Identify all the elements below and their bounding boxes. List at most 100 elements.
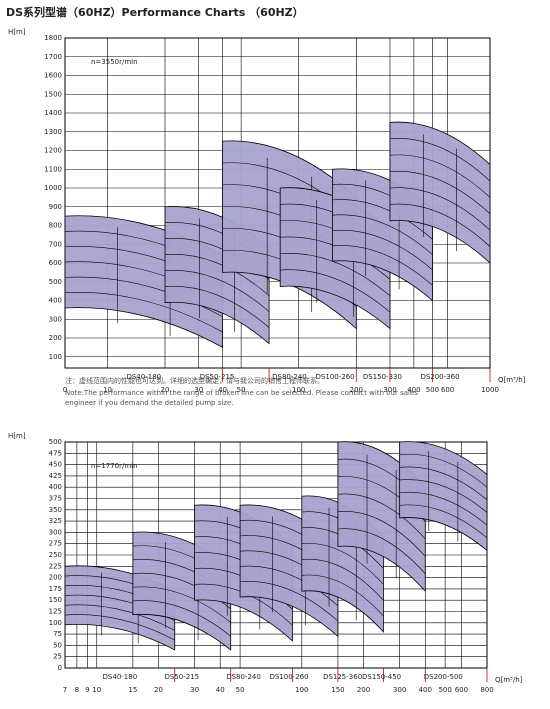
note-en: engineer if you demand the detailed pump… — [65, 399, 234, 407]
stage-curve — [240, 581, 339, 622]
group-label: DS125-360 — [323, 673, 362, 681]
group-label: DS80-240 — [272, 373, 307, 381]
y-tick-label: 350 — [49, 506, 62, 514]
x-tick-label: 500 — [426, 386, 439, 394]
stage-curve — [332, 229, 433, 271]
stage-curve — [164, 270, 270, 312]
y-tick-label: 1500 — [44, 90, 62, 98]
group-label: DS100-260 — [269, 673, 308, 681]
x-axis-label: Q[m³/h] — [495, 676, 523, 684]
stage-curve — [389, 138, 491, 182]
y-tick-label: 300 — [49, 315, 62, 323]
stage-curve — [389, 203, 491, 247]
y-tick-label: 400 — [49, 297, 62, 305]
stage-curve — [64, 614, 175, 641]
y-tick-label: 900 — [49, 203, 62, 211]
stage-curve — [64, 292, 223, 333]
stage-curve — [399, 491, 488, 526]
stage-curve — [64, 276, 223, 318]
performance-range — [389, 121, 491, 264]
performance-range — [399, 441, 488, 552]
x-tick-label: 600 — [441, 386, 454, 394]
page-title: DS系列型谱（60HZ）Performance Charts （60HZ） — [6, 5, 304, 19]
group-label: DS150-450 — [362, 673, 401, 681]
y-tick-label: 100 — [49, 619, 62, 627]
x-tick-label: 9 — [85, 686, 89, 694]
group-label: DS50-215 — [164, 673, 199, 681]
y-axis-label: H[m] — [8, 28, 26, 36]
x-tick-label: 200 — [350, 386, 363, 394]
stage-curve — [132, 600, 231, 637]
y-tick-label: 150 — [49, 596, 62, 604]
group-label: DS40-180 — [103, 673, 138, 681]
y-tick-label: 800 — [49, 222, 62, 230]
stage-curve — [240, 565, 339, 606]
y-tick-label: 1700 — [44, 53, 62, 61]
note-en: Note:The performance within the range of… — [65, 389, 418, 397]
x-tick-label: 8 — [75, 686, 79, 694]
group-label: DS200-500 — [424, 673, 463, 681]
x-tick-label: 600 — [455, 686, 468, 694]
x-tick-label: 150 — [331, 686, 344, 694]
x-tick-label: 50 — [236, 686, 245, 694]
y-tick-label: 0 — [58, 664, 62, 672]
y-tick-label: 75 — [53, 630, 62, 638]
y-tick-label: 250 — [49, 551, 62, 559]
stage-curve — [399, 466, 488, 501]
x-tick-label: 30 — [190, 686, 199, 694]
stage-curve — [389, 154, 491, 198]
x-tick-label: 400 — [407, 386, 420, 394]
y-tick-label: 475 — [49, 449, 62, 457]
stage-curve — [64, 604, 175, 631]
y-tick-label: 500 — [49, 438, 62, 446]
x-tick-label: 1000 — [481, 386, 499, 394]
x-tick-label: 300 — [383, 386, 396, 394]
stage-curve — [337, 528, 426, 574]
x-tick-label: 100 — [292, 386, 305, 394]
note-cn: 注：虚线范围内的性能也可达到。详细的选型确定，请与我公司的销售工程师联系。 — [65, 376, 324, 385]
y-tick-label: 600 — [49, 259, 62, 267]
x-tick-label: 800 — [480, 686, 493, 694]
group-label: DS200-360 — [420, 373, 459, 381]
stage-curve — [337, 493, 426, 540]
stage-curve — [280, 269, 391, 313]
stage-curve — [399, 453, 488, 488]
x-tick-label: 400 — [419, 686, 432, 694]
y-tick-label: 175 — [49, 585, 62, 593]
stage-curve — [337, 511, 426, 557]
x-tick-label: 20 — [154, 686, 163, 694]
group-label: DS80-240 — [226, 673, 261, 681]
stage-curve — [301, 543, 384, 585]
y-tick-label: 450 — [49, 461, 62, 469]
x-tick-label: 300 — [393, 686, 406, 694]
y-tick-label: 1300 — [44, 128, 62, 136]
y-tick-label: 700 — [49, 240, 62, 248]
y-tick-label: 200 — [49, 574, 62, 582]
x-tick-label: 10 — [92, 686, 101, 694]
y-tick-label: 125 — [49, 608, 62, 616]
y-tick-label: 1800 — [44, 34, 62, 42]
y-tick-label: 500 — [49, 278, 62, 286]
y-tick-label: 225 — [49, 562, 62, 570]
y-tick-label: 1100 — [44, 165, 62, 173]
y-tick-label: 1200 — [44, 147, 62, 155]
x-tick-label: 50 — [237, 386, 246, 394]
group-label: DS50-215 — [200, 373, 235, 381]
x-origin-label: 0 — [63, 386, 67, 394]
y-tick-label: 325 — [49, 517, 62, 525]
x-tick-label: 40 — [218, 386, 227, 394]
y-axis-label: H[m] — [8, 432, 26, 440]
y-tick-label: 400 — [49, 483, 62, 491]
group-label: DS100-260 — [316, 373, 355, 381]
stage-curve — [332, 199, 433, 240]
y-tick-label: 50 — [53, 641, 62, 649]
x-tick-label: 10 — [103, 386, 112, 394]
x-axis-label: Q[m³/h] — [498, 376, 526, 384]
stage-curve — [389, 187, 491, 231]
x-tick-label: 15 — [128, 686, 137, 694]
annotation: n=3550r/min — [91, 58, 138, 66]
annotation: n=1770r/min — [91, 462, 138, 470]
group-label: DS150-330 — [363, 373, 402, 381]
stage-curve — [301, 574, 384, 617]
